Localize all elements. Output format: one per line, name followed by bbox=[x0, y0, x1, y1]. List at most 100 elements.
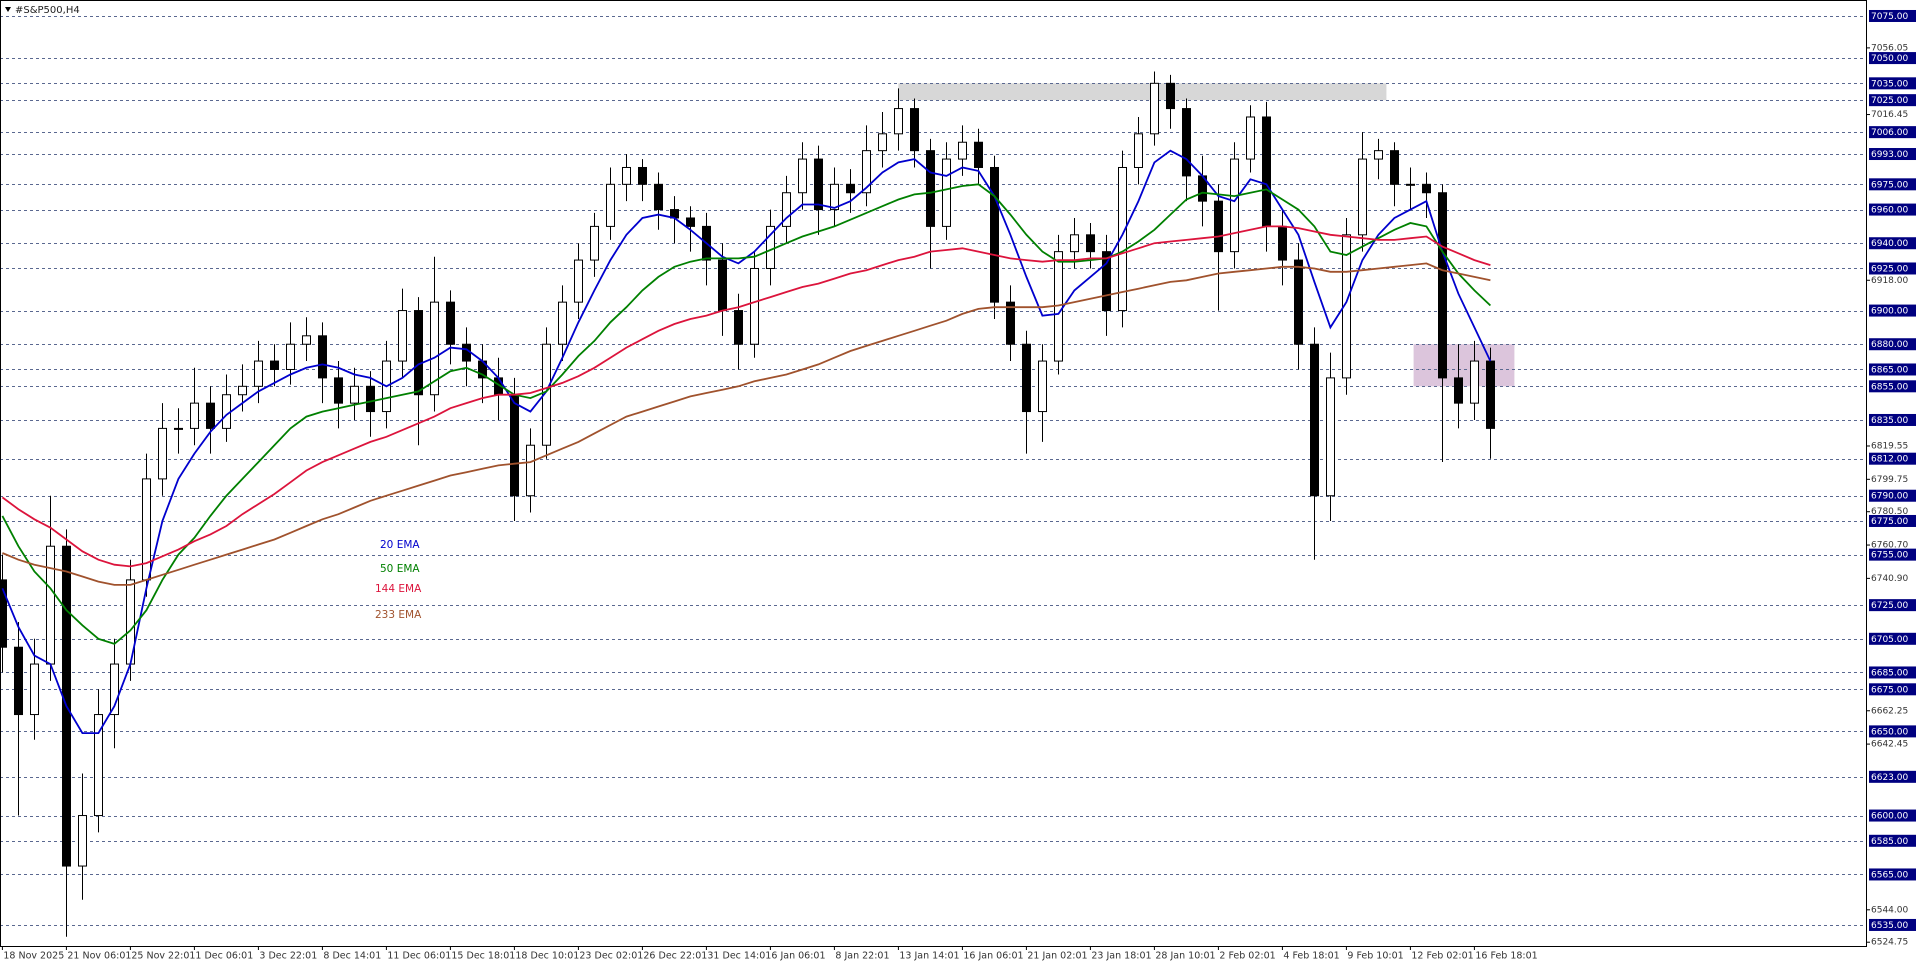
level-label: 6900.00 bbox=[1871, 307, 1908, 317]
level-label: 6993.00 bbox=[1871, 150, 1908, 160]
candle-body bbox=[1182, 108, 1191, 177]
candle-body bbox=[1038, 360, 1047, 413]
candle-body bbox=[334, 377, 343, 404]
x-tick-label: 11 Dec 06:01 bbox=[387, 951, 451, 962]
x-tick-label: 1 Dec 06:01 bbox=[195, 951, 253, 962]
candle-body bbox=[414, 310, 423, 396]
candle-body bbox=[286, 343, 295, 370]
level-label-box bbox=[1869, 363, 1916, 376]
candle-body bbox=[1470, 360, 1479, 404]
candle-body bbox=[1342, 234, 1351, 379]
x-tick-label: 16 Jan 06:01 bbox=[963, 951, 1023, 962]
level-label: 6725.00 bbox=[1871, 601, 1908, 611]
candle-body bbox=[638, 166, 647, 185]
level-label-box bbox=[1869, 52, 1916, 65]
y-tick-label: 6642.45 bbox=[1871, 740, 1908, 750]
candle-body bbox=[222, 394, 231, 429]
level-label-box bbox=[1869, 489, 1916, 502]
y-tick-label: 6760.70 bbox=[1871, 541, 1908, 551]
y-tick-label: 6740.90 bbox=[1871, 574, 1908, 584]
candle-body bbox=[574, 259, 583, 303]
level-label-box bbox=[1869, 304, 1916, 317]
x-tick-label: 3 Dec 22:01 bbox=[259, 951, 317, 962]
level-label: 6650.00 bbox=[1871, 727, 1908, 737]
candle-body bbox=[1246, 116, 1255, 160]
level-label: 6685.00 bbox=[1871, 668, 1908, 678]
level-label-box bbox=[1869, 178, 1916, 191]
chart-title: #S&P500,H4 bbox=[15, 5, 80, 16]
level-label-box bbox=[1869, 548, 1916, 561]
x-tick-label: 28 Jan 10:01 bbox=[1155, 951, 1215, 962]
candle-body bbox=[862, 150, 871, 194]
candle-body bbox=[94, 714, 103, 817]
candle-body bbox=[878, 133, 887, 152]
level-label-box bbox=[1869, 632, 1916, 645]
candle-body bbox=[1102, 251, 1111, 312]
candle-body bbox=[398, 310, 407, 362]
candle-body bbox=[1422, 183, 1431, 194]
candle-body bbox=[270, 360, 279, 370]
level-label-box bbox=[1869, 452, 1916, 465]
legend-label: 50 EMA bbox=[380, 563, 420, 575]
candle-body bbox=[1438, 192, 1447, 379]
candle-body bbox=[1310, 343, 1319, 497]
candle-body bbox=[814, 158, 823, 211]
candle-body bbox=[1230, 158, 1239, 253]
level-label: 6835.00 bbox=[1871, 416, 1908, 426]
candle-body bbox=[158, 427, 167, 480]
candle-body bbox=[206, 402, 215, 429]
candle-body bbox=[526, 444, 535, 497]
level-label: 6855.00 bbox=[1871, 382, 1908, 392]
candle-body bbox=[1118, 166, 1127, 312]
menu-icon[interactable] bbox=[5, 7, 11, 12]
level-label: 6940.00 bbox=[1871, 239, 1908, 249]
candle-body bbox=[1486, 360, 1495, 429]
level-label-box bbox=[1869, 770, 1916, 783]
x-tick-label: 8 Dec 14:01 bbox=[323, 951, 381, 962]
y-tick-label: 6819.55 bbox=[1871, 441, 1908, 451]
y-tick-label: 7056.05 bbox=[1871, 43, 1908, 53]
legend-label: 233 EMA bbox=[375, 609, 422, 621]
candle-body bbox=[1134, 133, 1143, 168]
y-tick-label: 6662.25 bbox=[1871, 706, 1908, 716]
candle-body bbox=[718, 259, 727, 312]
levels bbox=[0, 16, 1867, 926]
level-label: 7025.00 bbox=[1871, 96, 1908, 106]
candle-body bbox=[142, 478, 151, 581]
candle-body bbox=[830, 183, 839, 211]
level-label-box bbox=[1869, 683, 1916, 696]
candle-body bbox=[542, 343, 551, 446]
candle-body bbox=[590, 225, 599, 261]
candle-body bbox=[190, 402, 199, 429]
zone bbox=[898, 83, 1387, 101]
x-tick-label: 13 Jan 14:01 bbox=[899, 951, 959, 962]
x-tick-label: 18 Dec 10:01 bbox=[515, 951, 579, 962]
candle-body bbox=[1262, 116, 1271, 227]
x-tick-label: 21 Nov 06:01 bbox=[67, 951, 131, 962]
axes: 7056.05 7016.45 6918.00 6819.55 6799.75 6780.… bbox=[1, 9, 1916, 962]
candle-body bbox=[734, 310, 743, 345]
level-label-box bbox=[1869, 868, 1916, 881]
candle-body bbox=[958, 141, 967, 160]
candle-body bbox=[1214, 200, 1223, 253]
candle-body bbox=[446, 301, 455, 345]
zones bbox=[898, 83, 1515, 387]
y-tick-label: 6544.00 bbox=[1871, 905, 1908, 915]
x-tick-label: 23 Dec 02:01 bbox=[579, 951, 643, 962]
candle-body bbox=[686, 217, 695, 227]
candle-body bbox=[910, 108, 919, 152]
x-tick-label: 21 Jan 02:01 bbox=[1027, 951, 1087, 962]
candle-body bbox=[990, 166, 999, 303]
candle-body bbox=[894, 108, 903, 135]
level-label-box bbox=[1869, 599, 1916, 612]
candle-body bbox=[510, 394, 519, 497]
level-label: 6790.00 bbox=[1871, 492, 1908, 502]
y-tick-label: 6918.00 bbox=[1871, 276, 1908, 286]
candle-body bbox=[46, 545, 55, 665]
candle-body bbox=[1278, 225, 1287, 261]
level-label-box bbox=[1869, 262, 1916, 275]
level-label-box bbox=[1869, 918, 1916, 931]
level-label: 6623.00 bbox=[1871, 773, 1908, 783]
level-label-box bbox=[1869, 514, 1916, 527]
level-label: 6600.00 bbox=[1871, 812, 1908, 822]
